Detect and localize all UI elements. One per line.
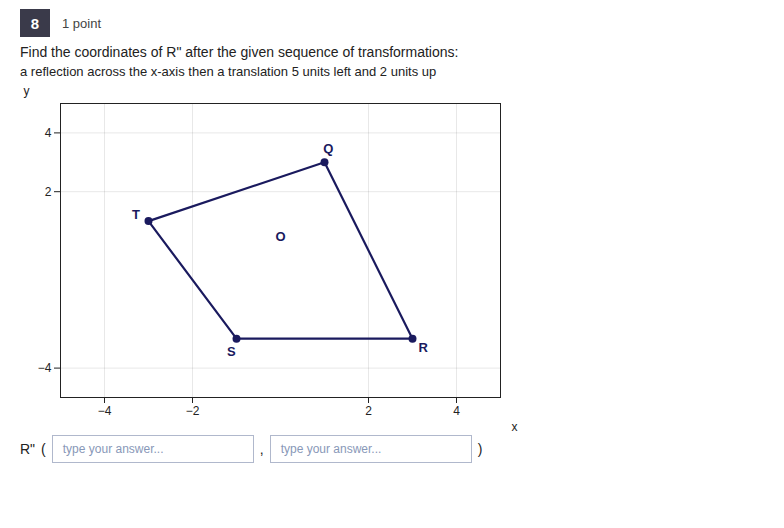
svg-text:2: 2	[365, 404, 372, 418]
html-text:Find the coordinates of R" aft: Find the coordinates of R" after the giv…	[20, 44, 459, 60]
svg-text:−4: −4	[98, 404, 112, 418]
svg-text:4: 4	[453, 404, 460, 418]
html-text:type your answer...: type your answer...	[280, 442, 382, 456]
svg-text:−4: −4	[38, 361, 52, 375]
html-text:a reflection across the x-axis: a reflection across the x-axis then a tr…	[20, 64, 437, 79]
svg-text:Q: Q	[323, 141, 333, 156]
html-text:1 point: 1 point	[62, 15, 101, 31]
svg-text:O: O	[275, 229, 285, 244]
svg-text:T: T	[132, 207, 140, 222]
svg-text:2: 2	[45, 185, 52, 199]
svg-text:x: x	[512, 420, 518, 434]
svg-text:4: 4	[45, 126, 52, 140]
html-text:R" (: R" (	[20, 441, 46, 457]
svg-text:R: R	[419, 340, 429, 355]
svg-text:S: S	[227, 344, 236, 359]
svg-text:−2: −2	[186, 404, 200, 418]
html-text:8: 8	[30, 14, 40, 32]
svg-text:y: y	[24, 84, 30, 98]
html-text:type your answer...: type your answer...	[62, 442, 164, 456]
